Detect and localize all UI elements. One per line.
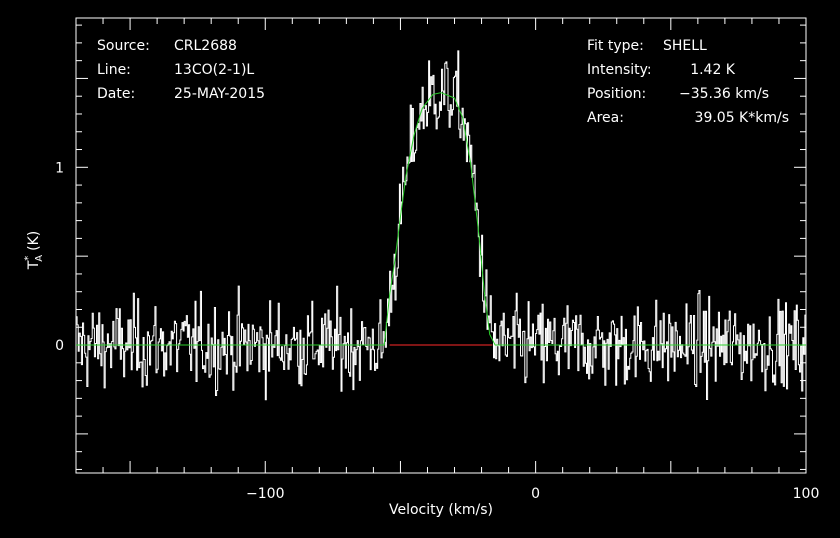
source-value: CRL2688	[174, 38, 237, 54]
position-value: −35.36 km/s	[679, 86, 769, 102]
source-label: Source:	[97, 38, 150, 54]
shell-fit-curve	[76, 92, 806, 346]
y-axis-label-main: T	[26, 260, 42, 270]
x-axis-label: Velocity (km/s)	[389, 502, 493, 518]
area-label: Area:	[587, 110, 624, 126]
line-value: 13CO(2-1)L	[174, 62, 254, 78]
y-tick-label: 1	[55, 160, 64, 176]
intensity-label: Intensity:	[587, 62, 652, 78]
plot-frame	[75, 17, 807, 474]
date-label: Date:	[97, 86, 135, 102]
y-axis-label-sub: A	[34, 255, 45, 262]
x-tick-label: 0	[531, 486, 540, 502]
line-label: Line:	[97, 62, 131, 78]
y-axis-label: T*A (K)	[23, 231, 45, 271]
date-value: 25-MAY-2015	[174, 86, 265, 102]
position-label: Position:	[587, 86, 646, 102]
y-axis-label-sup: *	[23, 256, 34, 261]
fit-type-label: Fit type:	[587, 38, 644, 54]
spectrum-trace	[76, 50, 806, 401]
y-tick-label: 0	[55, 338, 64, 354]
x-tick-label: 100	[793, 486, 820, 502]
intensity-value: 1.42 K	[690, 62, 736, 78]
y-axis-label-unit: (K)	[26, 231, 42, 251]
fit-type-value: SHELL	[663, 38, 707, 54]
area-value: 39.05 K*km/s	[695, 110, 789, 126]
x-tick-label: −100	[246, 486, 284, 502]
svg-text:T*A(K): T*A (K)	[23, 231, 45, 271]
